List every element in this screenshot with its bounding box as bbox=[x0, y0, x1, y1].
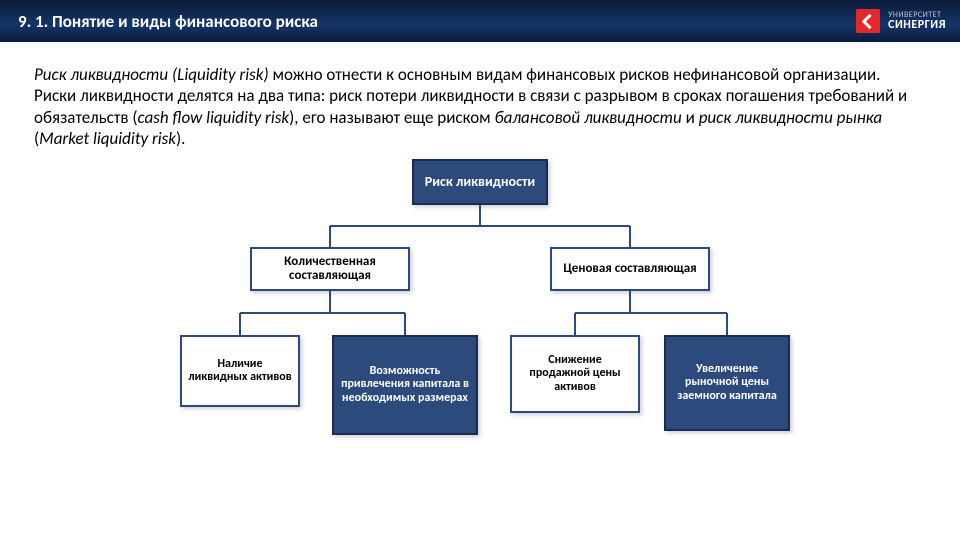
t5: ). bbox=[176, 128, 185, 149]
mkt2-italic: Market liquidity risk bbox=[39, 128, 176, 149]
tree-node-root: Риск ликвидности bbox=[412, 159, 548, 205]
t3: и bbox=[682, 107, 699, 128]
tree-node-l3c: Снижение продажной цены активов bbox=[510, 335, 640, 413]
t2: ), его называют еще риском bbox=[289, 107, 494, 128]
tree-node-l3b: Возможность привлечения капитала в необх… bbox=[332, 335, 478, 435]
tree-node-l3a: Наличие ликвидных активов bbox=[180, 335, 300, 407]
tree-node-l2b: Ценовая составляющая bbox=[550, 247, 710, 291]
content-area: Риск ликвидности (Liquidity risk) можно … bbox=[0, 42, 960, 469]
mkt-italic: риск ликвидности рынка bbox=[699, 107, 882, 128]
chevron-left-icon bbox=[856, 9, 880, 33]
brand-bot: СИНЕРГИЯ bbox=[888, 19, 946, 31]
bal-italic: балансовой ликвидности bbox=[495, 107, 682, 128]
slide-title: 9. 1. Понятие и виды финансового риска bbox=[18, 11, 318, 32]
body-paragraph: Риск ликвидности (Liquidity risk) можно … bbox=[34, 64, 926, 149]
brand-text: УНИВЕРСИТЕТ СИНЕРГИЯ bbox=[888, 11, 946, 31]
tree-node-l2a: Количественная составляющая bbox=[250, 247, 410, 291]
brand-block: УНИВЕРСИТЕТ СИНЕРГИЯ bbox=[856, 0, 946, 42]
lead-italic: Риск ликвидности (Liquidity risk) bbox=[34, 64, 269, 85]
liquidity-risk-tree: Риск ликвидностиКоличественная составляю… bbox=[160, 159, 800, 469]
tree-node-l3d: Увеличение рыночной цены заемного капита… bbox=[664, 335, 790, 431]
slide-header: 9. 1. Понятие и виды финансового риска У… bbox=[0, 0, 960, 42]
cash-italic: cash flow liquidity risk bbox=[138, 107, 290, 128]
